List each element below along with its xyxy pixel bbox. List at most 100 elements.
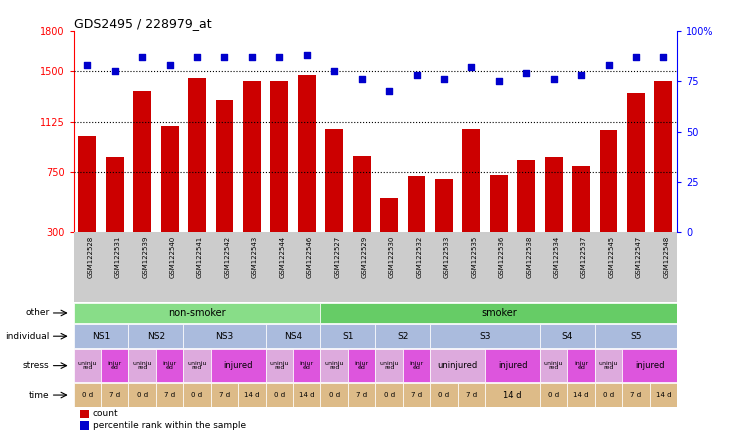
Text: count: count bbox=[93, 409, 118, 418]
Bar bbox=[320, 324, 375, 348]
Point bbox=[355, 76, 367, 83]
Bar bbox=[320, 302, 677, 323]
Text: GSM122541: GSM122541 bbox=[197, 236, 203, 278]
Text: uninju
red: uninju red bbox=[379, 361, 399, 370]
Text: GDS2495 / 228979_at: GDS2495 / 228979_at bbox=[74, 17, 211, 30]
Bar bbox=[375, 324, 431, 348]
Text: GSM122536: GSM122536 bbox=[499, 236, 505, 278]
Bar bbox=[298, 75, 316, 273]
Text: uninju
red: uninju red bbox=[77, 361, 97, 370]
Bar bbox=[133, 91, 151, 273]
Text: GSM122538: GSM122538 bbox=[526, 236, 532, 278]
Text: 7 d: 7 d bbox=[631, 392, 642, 398]
Text: 14 d: 14 d bbox=[656, 392, 671, 398]
Bar bbox=[348, 349, 375, 382]
Text: NS2: NS2 bbox=[147, 332, 165, 341]
Bar bbox=[595, 349, 622, 382]
Text: 7 d: 7 d bbox=[164, 392, 175, 398]
Text: 0 d: 0 d bbox=[329, 392, 340, 398]
Text: 14 d: 14 d bbox=[299, 392, 314, 398]
Text: smoker: smoker bbox=[481, 308, 517, 318]
Bar bbox=[431, 349, 485, 382]
Point bbox=[630, 54, 642, 61]
Bar bbox=[622, 383, 650, 407]
Text: injured: injured bbox=[224, 361, 253, 370]
Text: injured: injured bbox=[498, 361, 527, 370]
Bar bbox=[458, 383, 485, 407]
Text: injur
ed: injur ed bbox=[574, 361, 588, 370]
Text: NS4: NS4 bbox=[284, 332, 302, 341]
Text: NS3: NS3 bbox=[216, 332, 233, 341]
Text: 14 d: 14 d bbox=[503, 391, 522, 400]
Bar bbox=[540, 349, 567, 382]
Bar bbox=[348, 383, 375, 407]
Bar bbox=[270, 81, 289, 273]
Text: S1: S1 bbox=[342, 332, 354, 341]
Bar bbox=[567, 383, 595, 407]
Text: 14 d: 14 d bbox=[573, 392, 589, 398]
Text: GSM122533: GSM122533 bbox=[444, 236, 450, 278]
Text: S3: S3 bbox=[479, 332, 491, 341]
Bar bbox=[183, 349, 210, 382]
Text: 0 d: 0 d bbox=[82, 392, 93, 398]
Text: GSM122545: GSM122545 bbox=[609, 236, 615, 278]
Bar bbox=[462, 129, 481, 273]
Text: 7 d: 7 d bbox=[466, 392, 477, 398]
Bar bbox=[485, 383, 540, 407]
Text: GSM122534: GSM122534 bbox=[553, 236, 559, 278]
Bar bbox=[320, 349, 348, 382]
Text: GSM122537: GSM122537 bbox=[581, 236, 587, 278]
Bar bbox=[160, 127, 179, 273]
Text: GSM122544: GSM122544 bbox=[280, 236, 286, 278]
Text: 7 d: 7 d bbox=[109, 392, 120, 398]
Text: injur
ed: injur ed bbox=[107, 361, 122, 370]
Text: uninju
red: uninju red bbox=[269, 361, 289, 370]
Text: 0 d: 0 d bbox=[191, 392, 202, 398]
Text: 14 d: 14 d bbox=[244, 392, 260, 398]
Point bbox=[246, 54, 258, 61]
Text: uninju
red: uninju red bbox=[544, 361, 564, 370]
Point bbox=[136, 54, 148, 61]
Text: GSM122532: GSM122532 bbox=[417, 236, 422, 278]
Bar bbox=[129, 383, 156, 407]
Point bbox=[274, 54, 286, 61]
Bar bbox=[600, 131, 618, 273]
Text: GSM122548: GSM122548 bbox=[663, 236, 670, 278]
Point bbox=[603, 62, 615, 69]
Bar bbox=[431, 383, 458, 407]
Point bbox=[465, 64, 477, 71]
Bar bbox=[595, 383, 622, 407]
Bar bbox=[545, 157, 562, 273]
Bar bbox=[540, 383, 567, 407]
Text: uninju
red: uninju red bbox=[325, 361, 344, 370]
Bar bbox=[210, 383, 238, 407]
Bar bbox=[266, 349, 293, 382]
Bar bbox=[408, 176, 425, 273]
Bar bbox=[293, 349, 320, 382]
Text: GSM122539: GSM122539 bbox=[142, 236, 148, 278]
Bar bbox=[490, 174, 508, 273]
Point bbox=[82, 62, 93, 69]
Bar bbox=[106, 157, 124, 273]
Text: GSM122527: GSM122527 bbox=[334, 236, 340, 278]
Text: S5: S5 bbox=[630, 332, 642, 341]
Bar bbox=[79, 410, 89, 418]
Bar bbox=[74, 302, 320, 323]
Bar bbox=[622, 349, 677, 382]
Bar bbox=[650, 383, 677, 407]
Text: uninjured: uninjured bbox=[437, 361, 478, 370]
Text: 0 d: 0 d bbox=[439, 392, 450, 398]
Point bbox=[163, 62, 175, 69]
Bar bbox=[74, 324, 129, 348]
Bar bbox=[79, 136, 96, 273]
Bar bbox=[517, 160, 535, 273]
Text: non-smoker: non-smoker bbox=[169, 308, 226, 318]
Bar bbox=[381, 198, 398, 273]
Point bbox=[520, 70, 532, 77]
Text: GSM122543: GSM122543 bbox=[252, 236, 258, 278]
Bar bbox=[403, 383, 431, 407]
Point bbox=[191, 54, 203, 61]
Bar bbox=[101, 349, 129, 382]
Bar bbox=[74, 349, 101, 382]
Text: 0 d: 0 d bbox=[548, 392, 559, 398]
